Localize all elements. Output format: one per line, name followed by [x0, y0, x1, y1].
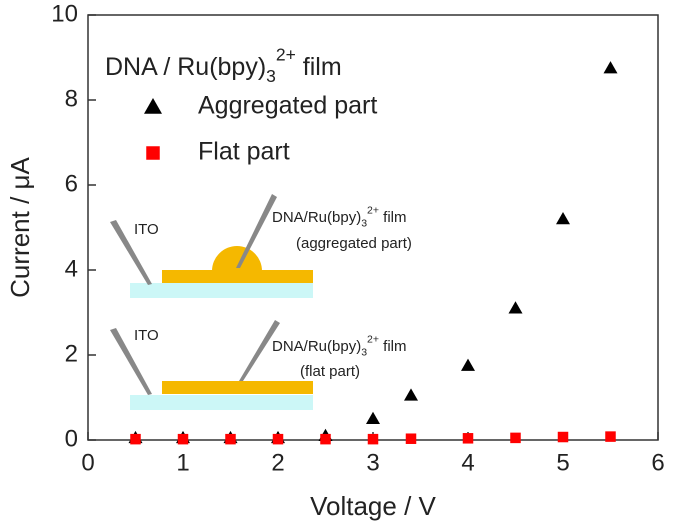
label-text: DNA/Ru(bpy) — [272, 209, 361, 226]
x-tick-label: 1 — [176, 449, 189, 476]
inset-diagram — [110, 194, 313, 410]
film — [162, 270, 313, 283]
y-tick-label: 6 — [65, 170, 78, 197]
legend-title: DNA / Ru(bpy)32+ film — [105, 44, 342, 85]
marker-square — [510, 432, 521, 444]
film-probe — [239, 320, 280, 381]
inset-label: (aggregated part) — [296, 235, 412, 252]
marker-triangle — [556, 212, 570, 225]
legend-marker — [146, 146, 160, 160]
film — [162, 381, 313, 394]
legend-label: Aggregated part — [198, 92, 377, 120]
marker-square — [605, 431, 616, 442]
substrate — [130, 395, 313, 410]
marker-triangle — [366, 411, 380, 424]
legend-label: Flat part — [198, 138, 290, 166]
x-tick-label: 0 — [81, 449, 94, 476]
label-subscript: 3 — [266, 65, 276, 85]
y-tick-label: 10 — [51, 0, 78, 27]
marker-square — [177, 433, 189, 445]
label-text: film — [296, 53, 342, 81]
label-subscript: 3 — [361, 346, 367, 358]
inset-label: ITO — [134, 327, 159, 344]
marker-square — [367, 433, 379, 445]
label-subscript: 3 — [361, 217, 367, 229]
inset-label: DNA/Ru(bpy)32+ film — [272, 333, 407, 358]
x-axis-label: Voltage / V — [310, 491, 436, 521]
y-tick-label: 8 — [65, 85, 78, 112]
ito-probe — [110, 328, 152, 395]
x-tick-label: 3 — [366, 449, 379, 476]
label-superscript: 2+ — [367, 204, 379, 216]
ito-probe — [110, 220, 152, 285]
film-probe — [236, 194, 277, 268]
label-text: film — [379, 338, 407, 355]
marker-square — [130, 433, 141, 445]
x-tick-label: 6 — [651, 449, 664, 476]
inset-label: (flat part) — [300, 363, 360, 380]
label-text: film — [379, 209, 407, 226]
substrate — [130, 283, 313, 298]
marker-square — [557, 431, 569, 443]
label-text: DNA / Ru(bpy) — [105, 53, 266, 81]
marker-square — [272, 433, 284, 445]
label-superscript: 2+ — [276, 44, 296, 64]
legend-marker — [144, 98, 162, 114]
marker-square — [405, 433, 417, 444]
y-tick-label: 2 — [65, 340, 78, 367]
inset-label: DNA/Ru(bpy)32+ film — [272, 204, 407, 229]
y-tick-label: 0 — [65, 425, 78, 452]
marker-square — [462, 433, 474, 444]
label-text: DNA/Ru(bpy) — [272, 338, 361, 355]
y-axis-label: Current / μA — [5, 157, 35, 298]
marker-square — [225, 433, 236, 445]
marker-triangle — [461, 358, 475, 371]
inset-label: ITO — [134, 221, 159, 238]
x-tick-label: 5 — [556, 449, 569, 476]
x-tick-label: 2 — [271, 449, 284, 476]
x-tick-label: 4 — [461, 449, 474, 476]
marker-triangle — [508, 301, 523, 314]
y-tick-label: 4 — [65, 255, 78, 282]
marker-square — [320, 433, 331, 445]
marker-triangle — [404, 388, 418, 401]
film-aggregate — [212, 246, 262, 271]
label-superscript: 2+ — [367, 333, 379, 345]
marker-triangle — [603, 61, 618, 74]
